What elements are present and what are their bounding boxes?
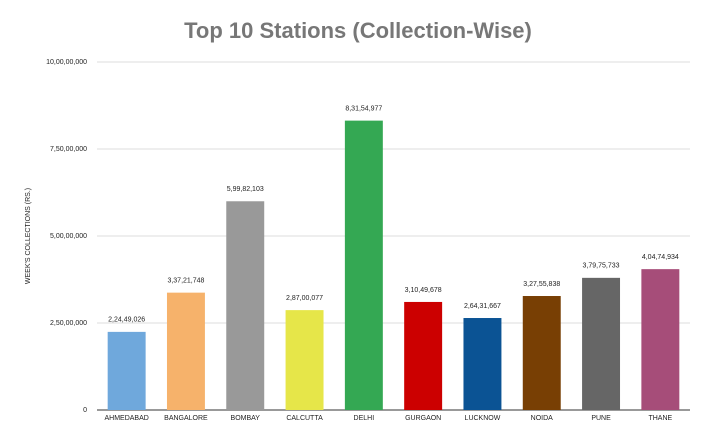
- chart-title: Top 10 Stations (Collection-Wise): [184, 18, 532, 43]
- bar: [107, 331, 146, 410]
- x-tick-label: BOMBAY: [231, 415, 261, 422]
- value-label: 2,64,31,667: [464, 303, 501, 310]
- bar: [463, 318, 502, 410]
- bar: [522, 296, 561, 410]
- value-label: 2,24,49,026: [108, 317, 145, 324]
- y-tick-label: 5,00,00,000: [50, 233, 87, 240]
- value-label: 8,31,54,977: [345, 105, 382, 112]
- value-label: 4,04,74,934: [642, 254, 679, 261]
- y-axis-label: WEEK'S COLLECTIONS (RS.): [25, 188, 32, 284]
- x-tick-label: BANGALORE: [164, 415, 208, 422]
- value-label: 3,79,75,733: [583, 263, 620, 270]
- y-tick-label: 10,00,00,000: [46, 59, 87, 66]
- bar: [404, 301, 443, 410]
- bar: [344, 120, 383, 411]
- bar: [285, 310, 324, 410]
- bar: [166, 292, 205, 410]
- x-tick-label: AHMEDABAD: [104, 415, 148, 422]
- y-tick-label: 7,50,00,000: [50, 146, 87, 153]
- x-tick-label: NOIDA: [531, 415, 554, 422]
- y-tick-label: 2,50,00,000: [50, 320, 87, 327]
- bar: [641, 269, 680, 410]
- x-tick-label: DELHI: [354, 415, 375, 422]
- x-tick-label: CALCUTTA: [286, 415, 323, 422]
- value-label: 2,87,00,077: [286, 295, 323, 302]
- x-tick-label: THANE: [648, 415, 672, 422]
- bar: [582, 277, 621, 410]
- value-label: 3,27,55,838: [523, 281, 560, 288]
- bar: [226, 201, 265, 410]
- value-label: 3,37,21,748: [167, 277, 204, 284]
- value-label: 3,10,49,678: [405, 287, 442, 294]
- value-label: 5,99,82,103: [227, 186, 264, 193]
- x-tick-label: GURGAON: [405, 415, 441, 422]
- x-tick-label: PUNE: [591, 415, 611, 422]
- x-tick-label: LUCKNOW: [465, 415, 501, 422]
- y-tick-label: 0: [83, 407, 87, 414]
